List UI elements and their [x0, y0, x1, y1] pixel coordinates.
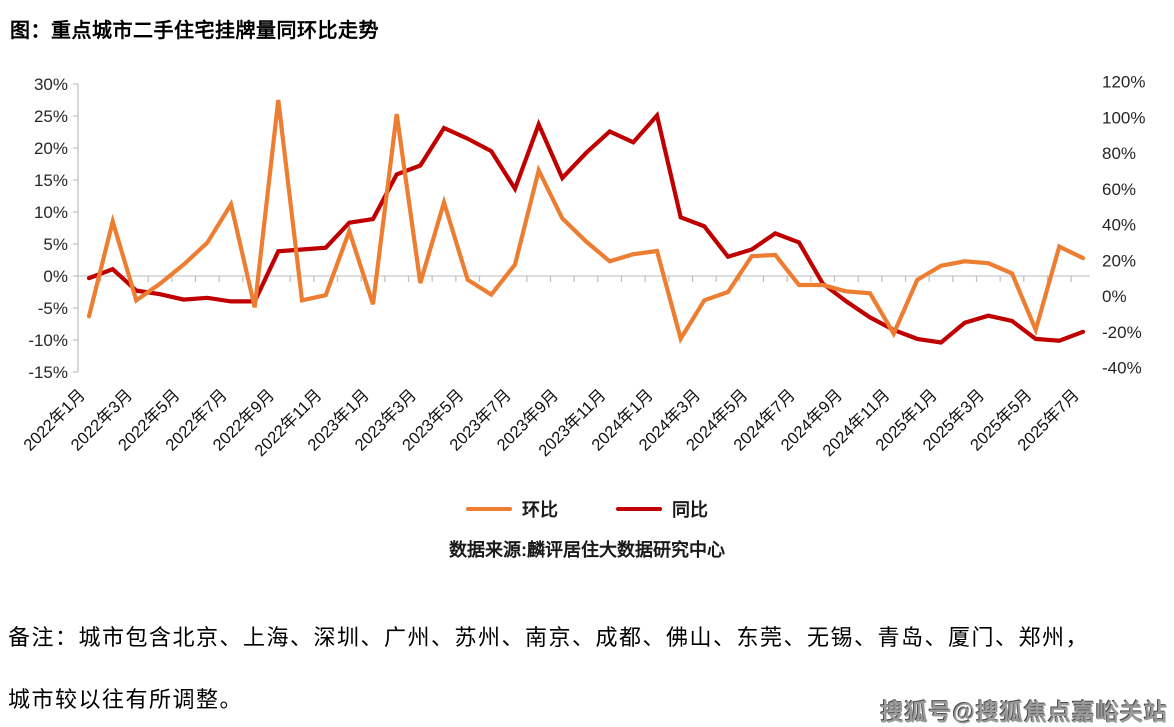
left-axis-label: 30%	[34, 75, 68, 94]
right-axis-label: 80%	[1102, 144, 1136, 163]
mom-legend-label: 环比	[522, 500, 558, 520]
left-axis-label: -15%	[28, 363, 68, 382]
mom-series-line	[86, 99, 1086, 344]
left-axis-label: 5%	[43, 235, 68, 254]
left-axis-label: 0%	[43, 267, 68, 286]
right-axis-label: 120%	[1102, 73, 1145, 92]
left-axis-label: 10%	[34, 203, 68, 222]
footnote-line-2: 城市较以往有所调整。	[8, 687, 244, 712]
data-source-caption: 数据来源:麟评居住大数据研究中心	[449, 540, 725, 560]
yoy-line-swatch	[616, 507, 662, 511]
right-axis-label: -40%	[1102, 359, 1142, 378]
left-axis-label: -5%	[38, 299, 68, 318]
watermark-sohu-badge: 搜狐号@搜狐焦点嘉峪关站	[880, 699, 1168, 725]
right-axis-label: 40%	[1102, 216, 1136, 235]
yoy-legend-label: 同比	[672, 500, 708, 520]
footnote-line-1: 备注：城市包含北京、上海、深圳、广州、苏州、南京、成都、佛山、东莞、无锡、青岛、…	[8, 625, 1090, 650]
left-axis-label: 25%	[34, 107, 68, 126]
right-axis-label: 60%	[1102, 180, 1136, 199]
chart-title: 图：重点城市二手住宅挂牌量同环比走势	[10, 20, 379, 42]
legend: 环比 同比	[0, 496, 1174, 522]
left-axis-label: 15%	[34, 171, 68, 190]
legend-item-mom: 环比	[466, 496, 558, 522]
right-axis-label: 100%	[1102, 108, 1145, 127]
right-axis-label: -20%	[1102, 323, 1142, 342]
right-axis-label: 20%	[1102, 251, 1136, 270]
right-axis-label: 0%	[1102, 287, 1127, 306]
trend-line-chart: 30% 25% 20% 15% 10% 5% 0% -5% -10% -15% 120% 100% 80…	[20, 73, 1146, 461]
mom-line-swatch	[466, 507, 512, 511]
legend-item-yoy: 同比	[616, 496, 708, 522]
left-axis-label: 20%	[34, 139, 68, 158]
left-axis-label: -10%	[28, 331, 68, 350]
